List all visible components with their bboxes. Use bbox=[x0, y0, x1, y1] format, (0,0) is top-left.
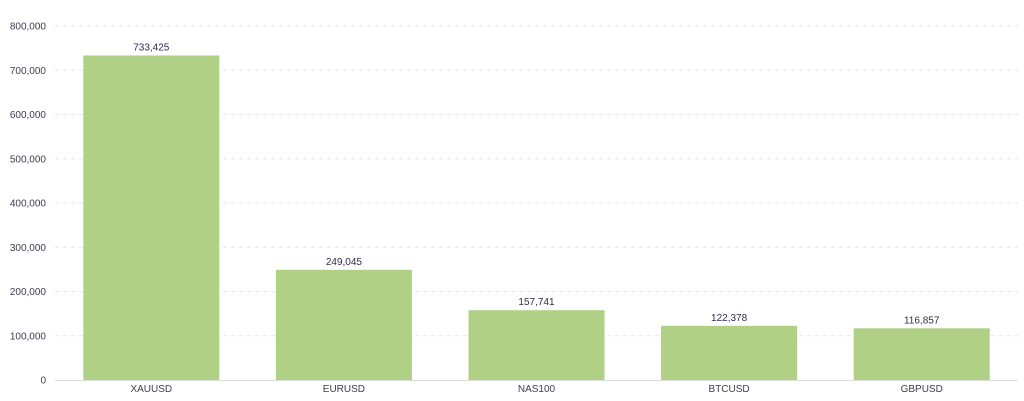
y-tick-label: 700,000 bbox=[10, 66, 47, 77]
y-tick-label: 100,000 bbox=[10, 331, 47, 342]
y-axis-ticks: 0 100,000 200,000 300,000 400,000 500,000 600,… bbox=[10, 22, 47, 387]
data-label: 733,425 bbox=[133, 42, 170, 53]
y-tick-label: 400,000 bbox=[10, 199, 47, 210]
y-tick-label: 300,000 bbox=[10, 243, 47, 254]
bars bbox=[83, 55, 990, 380]
y-tick-label: 600,000 bbox=[10, 110, 47, 121]
x-tick-label: EURUSD bbox=[323, 384, 365, 395]
x-axis-ticks: XAUUSD EURUSD NAS100 BTCUSD GBPUSD bbox=[130, 384, 942, 395]
y-tick-label: 800,000 bbox=[10, 22, 47, 33]
x-tick-label: GBPUSD bbox=[901, 384, 943, 395]
y-tick-label: 500,000 bbox=[10, 154, 47, 165]
bar bbox=[275, 269, 412, 380]
bar bbox=[853, 328, 990, 380]
x-tick-label: BTCUSD bbox=[709, 384, 750, 395]
data-label: 249,045 bbox=[326, 257, 363, 268]
x-tick-label: NAS100 bbox=[518, 384, 556, 395]
bar bbox=[83, 55, 220, 380]
data-label: 122,378 bbox=[711, 313, 748, 324]
bar bbox=[661, 325, 798, 380]
data-labels: 733,425 249,045 157,741 122,378 116,857 bbox=[133, 42, 940, 326]
y-tick-label: 200,000 bbox=[10, 287, 47, 298]
x-tick-label: XAUUSD bbox=[130, 384, 172, 395]
bar bbox=[468, 310, 605, 380]
data-label: 116,857 bbox=[904, 315, 940, 326]
data-label: 157,741 bbox=[518, 297, 555, 308]
y-tick-label: 0 bbox=[40, 376, 46, 387]
